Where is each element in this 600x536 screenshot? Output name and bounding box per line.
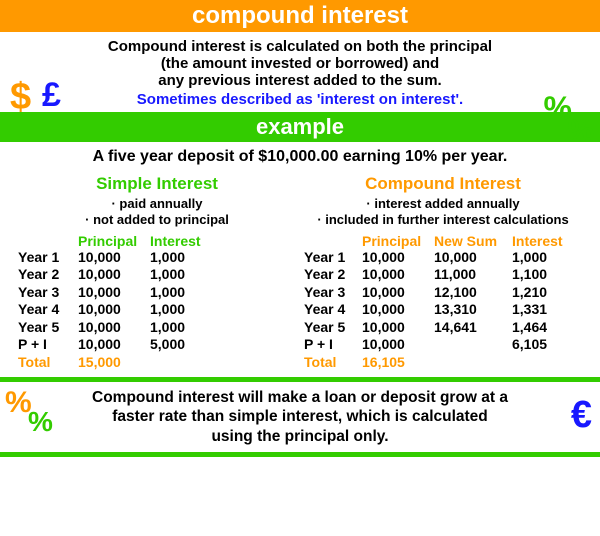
simple-total-label: Total — [18, 354, 78, 372]
simple-table-body: Year 110,0001,000Year 210,0001,000Year 3… — [18, 249, 296, 354]
cell-principal: 10,000 — [362, 319, 434, 337]
compound-bullet-1: · interest added annually — [304, 196, 582, 212]
table-row: Year 310,0001,000 — [18, 284, 296, 302]
cell-interest: 1,000 — [150, 319, 210, 337]
compound-total-row: Total 16,105 — [304, 354, 582, 372]
example-banner-text: example — [256, 114, 344, 139]
table-row: Year 410,0001,000 — [18, 301, 296, 319]
compound-head-newsum: New Sum — [434, 233, 512, 249]
cell-year: P + I — [304, 336, 362, 354]
simple-bullets: · paid annually · not added to principal — [18, 196, 296, 229]
footer-line-3: using the principal only. — [58, 427, 542, 446]
cell-interest: 1,000 — [150, 284, 210, 302]
cell-year: Year 1 — [18, 249, 78, 267]
cell-year: Year 3 — [304, 284, 362, 302]
cell-principal: 10,000 — [362, 336, 434, 354]
cell-interest: 1,000 — [150, 301, 210, 319]
cell-principal: 10,000 — [362, 266, 434, 284]
compound-bullet-2: · included in further interest calculati… — [304, 212, 582, 228]
cell-year: Year 4 — [304, 301, 362, 319]
cell-interest: 5,000 — [150, 336, 210, 354]
percent-icon: % — [28, 404, 53, 439]
example-banner: example — [0, 112, 600, 142]
percent-icon: % — [567, 114, 594, 148]
cell-principal: 10,000 — [362, 301, 434, 319]
simple-bullet-1: · paid annually — [18, 196, 296, 212]
table-row: Year 110,0001,000 — [18, 249, 296, 267]
compound-total-label: Total — [304, 354, 362, 372]
compound-interest-column: Compound Interest · interest added annua… — [304, 174, 582, 371]
cell-year: Year 2 — [304, 266, 362, 284]
footer-line-2: faster rate than simple interest, which … — [58, 407, 542, 426]
cell-year: Year 1 — [304, 249, 362, 267]
cell-interest: 1,000 — [150, 266, 210, 284]
table-row: Year 310,00012,1001,210 — [304, 284, 582, 302]
footer-line-1: Compound interest will make a loan or de… — [58, 388, 542, 407]
compound-bullets: · interest added annually · included in … — [304, 196, 582, 229]
compound-total-value: 16,105 — [362, 354, 434, 372]
table-row: Year 110,00010,0001,000 — [304, 249, 582, 267]
cell-newsum: 11,000 — [434, 266, 512, 284]
cell-year: P + I — [18, 336, 78, 354]
cell-principal: 10,000 — [362, 284, 434, 302]
table-row: Year 210,0001,000 — [18, 266, 296, 284]
simple-interest-column: Simple Interest · paid annually · not ad… — [18, 174, 296, 371]
title-text: compound interest — [192, 2, 408, 29]
compound-table-head: Principal New Sum Interest — [304, 233, 582, 249]
cell-principal: 10,000 — [78, 266, 150, 284]
table-row: Year 410,00013,3101,331 — [304, 301, 582, 319]
cell-principal: 10,000 — [78, 336, 150, 354]
cell-interest: 1,100 — [512, 266, 572, 284]
simple-bullet-2: · not added to principal — [18, 212, 296, 228]
cell-interest: 1,000 — [512, 249, 572, 267]
simple-table-head: Principal Interest — [18, 233, 296, 249]
cell-year: Year 2 — [18, 266, 78, 284]
euro-icon: € — [571, 392, 592, 440]
intro-line-1: Compound interest is calculated on both … — [60, 38, 540, 55]
cell-year: Year 3 — [18, 284, 78, 302]
comparison-columns: Simple Interest · paid annually · not ad… — [0, 172, 600, 377]
pound-icon: £ — [42, 76, 61, 115]
simple-head-principal: Principal — [78, 233, 150, 249]
title-banner: compound interest — [0, 0, 600, 32]
cell-newsum: 10,000 — [434, 249, 512, 267]
intro-blue-line: Sometimes described as 'interest on inte… — [60, 91, 540, 108]
cell-interest: 6,105 — [512, 336, 572, 354]
cell-year: Year 4 — [18, 301, 78, 319]
example-description: A five year deposit of $10,000.00 earnin… — [0, 142, 600, 172]
compound-head-principal: Principal — [362, 233, 434, 249]
dollar-icon: $ — [10, 76, 31, 119]
footer-section: % % € Compound interest will make a loan… — [0, 377, 600, 457]
compound-title: Compound Interest — [304, 174, 582, 194]
cell-newsum — [434, 336, 512, 354]
cell-principal: 10,000 — [78, 284, 150, 302]
cell-interest: 1,210 — [512, 284, 572, 302]
cell-newsum: 14,641 — [434, 319, 512, 337]
cell-principal: 10,000 — [362, 249, 434, 267]
cell-newsum: 12,100 — [434, 284, 512, 302]
intro-section: $ £ % % Compound interest is calculated … — [0, 32, 600, 112]
table-row: P + I10,0005,000 — [18, 336, 296, 354]
compound-head-interest: Interest — [512, 233, 572, 249]
compound-table-body: Year 110,00010,0001,000Year 210,00011,00… — [304, 249, 582, 354]
cell-year: Year 5 — [18, 319, 78, 337]
table-row: Year 510,0001,000 — [18, 319, 296, 337]
simple-total-value: 15,000 — [78, 354, 150, 372]
table-row: P + I10,000 6,105 — [304, 336, 582, 354]
intro-line-2: (the amount invested or borrowed) and — [60, 55, 540, 72]
table-row: Year 210,00011,0001,100 — [304, 266, 582, 284]
table-row: Year 510,00014,6411,464 — [304, 319, 582, 337]
intro-line-3: any previous interest added to the sum. — [60, 72, 540, 89]
cell-year: Year 5 — [304, 319, 362, 337]
simple-title: Simple Interest — [18, 174, 296, 194]
cell-principal: 10,000 — [78, 249, 150, 267]
cell-newsum: 13,310 — [434, 301, 512, 319]
cell-principal: 10,000 — [78, 319, 150, 337]
simple-total-row: Total 15,000 — [18, 354, 296, 372]
cell-principal: 10,000 — [78, 301, 150, 319]
cell-interest: 1,000 — [150, 249, 210, 267]
cell-interest: 1,331 — [512, 301, 572, 319]
cell-interest: 1,464 — [512, 319, 572, 337]
simple-head-interest: Interest — [150, 233, 210, 249]
